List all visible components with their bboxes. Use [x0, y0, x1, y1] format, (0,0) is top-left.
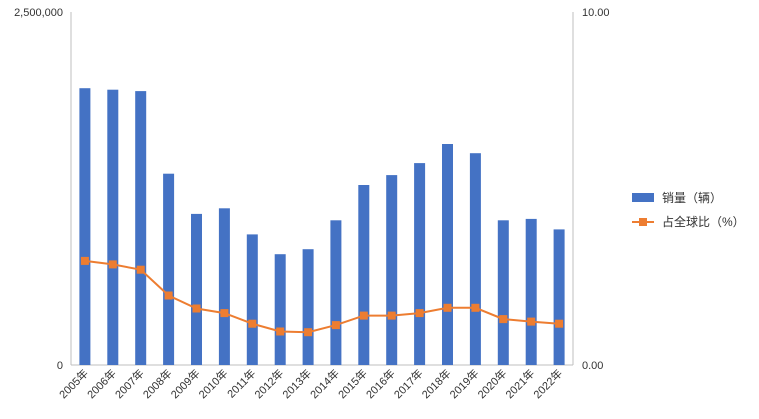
x-tick-2014年: 2014年	[307, 366, 342, 401]
bar-2019年	[469, 153, 481, 365]
marker-2015年	[359, 311, 368, 320]
bar-2021年	[525, 218, 537, 365]
bar-2011年	[246, 234, 258, 365]
marker-2017年	[415, 309, 424, 318]
x-tick-2015年: 2015年	[335, 366, 370, 401]
bar-2015年	[358, 185, 370, 365]
bar-2010年	[218, 208, 230, 365]
marker-2021年	[527, 317, 536, 326]
x-tick-2021年: 2021年	[502, 366, 537, 401]
legend: 销量（辆） 占全球比（%）	[632, 191, 745, 229]
x-tick-2017年: 2017年	[391, 366, 426, 401]
y-left-tick-max: 2,500,000	[14, 7, 63, 19]
marker-2008年	[164, 291, 173, 300]
y-left-tick-min: 0	[57, 360, 63, 372]
bar-2008年	[163, 173, 175, 365]
marker-2011年	[248, 319, 257, 328]
bar-2005年	[79, 88, 91, 365]
x-tick-2018年: 2018年	[419, 366, 454, 401]
marker-2012年	[276, 327, 285, 336]
legend-swatch-bar	[632, 193, 654, 202]
x-tick-2007年: 2007年	[112, 366, 147, 401]
bar-2014年	[330, 220, 342, 365]
marker-2014年	[331, 321, 340, 330]
bar-2013年	[302, 249, 314, 365]
x-tick-2009年: 2009年	[168, 366, 203, 401]
axes: 2,500,000 0 10.00 0.00	[14, 7, 609, 372]
y-right-tick-max: 10.00	[582, 7, 610, 19]
legend-label-line: 占全球比（%）	[662, 214, 745, 229]
marker-2019年	[471, 303, 480, 312]
legend-label-bar: 销量（辆）	[662, 191, 722, 205]
x-tick-2020年: 2020年	[474, 366, 509, 401]
marker-2010年	[220, 309, 229, 318]
bar-2016年	[386, 175, 398, 365]
bar-2018年	[442, 144, 453, 365]
x-tick-2006年: 2006年	[84, 366, 119, 401]
bar-2022年	[553, 229, 565, 365]
bar-2006年	[107, 89, 119, 365]
marker-2018年	[443, 303, 452, 312]
marker-2009年	[192, 304, 201, 313]
marker-2005年	[80, 256, 89, 265]
marker-2016年	[387, 311, 396, 320]
y-right-tick-min: 0.00	[582, 360, 603, 372]
x-tick-2019年: 2019年	[447, 366, 482, 401]
line-series	[80, 256, 564, 337]
x-tick-2012年: 2012年	[251, 366, 286, 401]
x-tick-2008年: 2008年	[140, 366, 175, 401]
bar-2017年	[414, 163, 426, 365]
x-tick-2022年: 2022年	[530, 366, 565, 401]
marker-2013年	[304, 328, 313, 337]
bar-2020年	[497, 220, 509, 365]
bar-2012年	[274, 254, 286, 365]
x-tick-2016年: 2016年	[363, 366, 398, 401]
marker-2006年	[108, 260, 117, 269]
marker-2020年	[499, 315, 508, 324]
bar-series	[79, 88, 565, 365]
legend-swatch-marker	[639, 218, 647, 226]
bar-2007年	[135, 91, 147, 365]
marker-2022年	[555, 319, 564, 328]
share-line	[84, 259, 560, 334]
bar-2009年	[191, 213, 202, 365]
marker-2007年	[136, 265, 145, 274]
x-tick-2013年: 2013年	[279, 366, 314, 401]
x-tick-2011年: 2011年	[224, 366, 258, 400]
x-tick-2010年: 2010年	[196, 366, 231, 401]
x-tick-labels: 2005年2006年2007年2008年2009年2010年2011年2012年…	[56, 366, 565, 401]
